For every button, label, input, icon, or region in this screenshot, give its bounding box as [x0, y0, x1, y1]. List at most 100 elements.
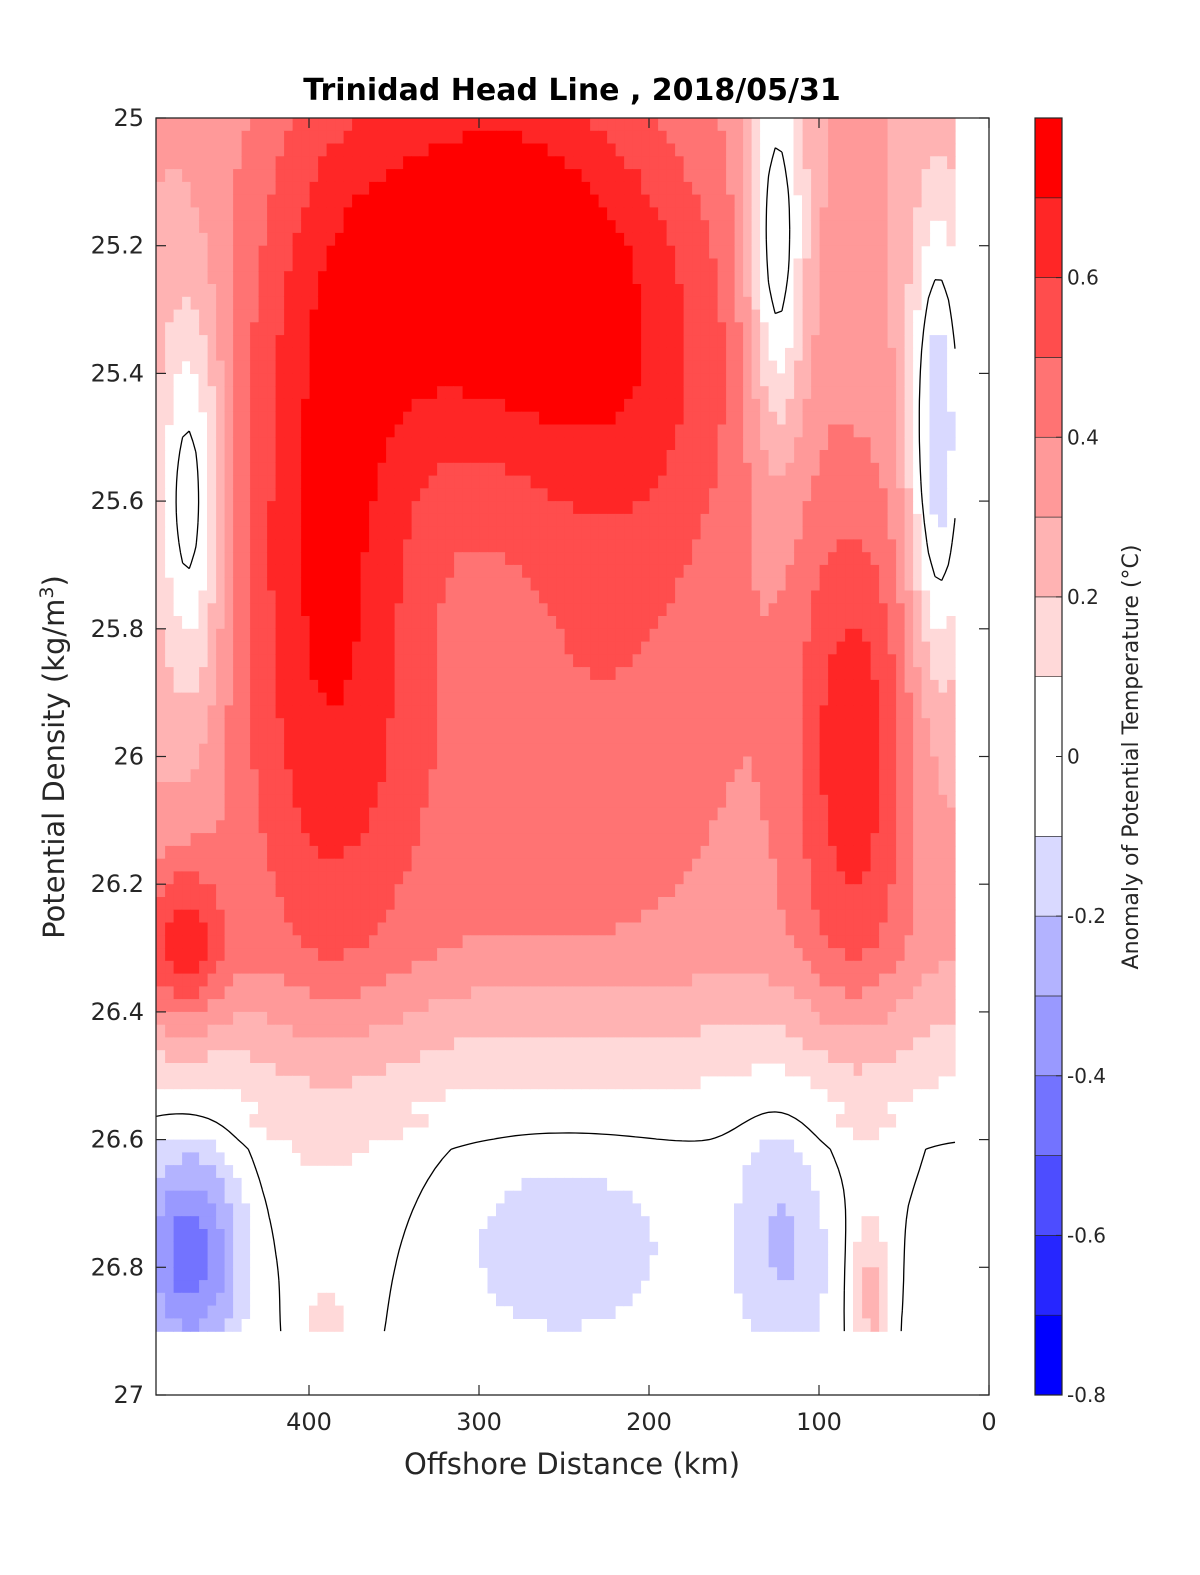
- contour-cell: [479, 143, 489, 157]
- contour-cell: [853, 603, 863, 617]
- contour-cell: [870, 807, 880, 821]
- contour-cell: [343, 782, 353, 796]
- contour-cell: [292, 322, 302, 336]
- contour-cell: [249, 207, 259, 221]
- contour-cell: [589, 590, 599, 604]
- contour-cell: [589, 539, 599, 553]
- contour-cell: [326, 564, 336, 579]
- contour-cell: [827, 386, 837, 400]
- contour-cell: [470, 424, 480, 438]
- contour-cell: [547, 245, 557, 260]
- contour-cell: [521, 169, 531, 183]
- contour-cell: [581, 539, 591, 553]
- contour-cell: [666, 564, 676, 579]
- contour-cell: [853, 513, 863, 528]
- contour-cell: [827, 373, 837, 387]
- contour-cell: [343, 232, 353, 247]
- contour-cell: [360, 386, 370, 400]
- contour-cell: [394, 603, 404, 617]
- contour-cell: [258, 232, 268, 247]
- contour-cell: [360, 245, 370, 260]
- contour-cell: [555, 731, 565, 745]
- contour-cell: [836, 207, 846, 221]
- contour-cell: [368, 616, 378, 630]
- contour-cell: [768, 539, 778, 553]
- contour-cell: [275, 424, 285, 438]
- contour-cell: [836, 807, 846, 821]
- contour-cell: [657, 271, 667, 285]
- contour-cell: [572, 564, 582, 579]
- contour-cell: [521, 603, 531, 617]
- contour-cell: [615, 539, 625, 553]
- contour-cell: [385, 564, 395, 579]
- contour-cell: [428, 616, 438, 630]
- contour-cell: [751, 450, 761, 464]
- contour-cell: [249, 398, 259, 413]
- contour-cell: [938, 679, 948, 694]
- contour-cell: [734, 564, 744, 579]
- contour-cell: [929, 424, 939, 438]
- contour-cell: [581, 782, 591, 796]
- contour-cell: [674, 118, 684, 132]
- contour-cell: [734, 258, 744, 272]
- contour-cell: [402, 616, 412, 630]
- contour-cell: [275, 398, 285, 413]
- contour-cell: [878, 577, 888, 592]
- contour-cell: [657, 488, 667, 502]
- contour-cell: [453, 807, 463, 821]
- contour-cell: [470, 118, 480, 132]
- contour-cell: [487, 347, 497, 362]
- contour-cell: [589, 667, 599, 681]
- contour-cell: [598, 539, 608, 553]
- contour-cell: [377, 296, 387, 311]
- contour-cell: [385, 130, 395, 145]
- contour-cell: [300, 679, 310, 694]
- contour-cell: [241, 181, 251, 196]
- contour-cell: [657, 667, 667, 681]
- contour-cell: [717, 731, 727, 745]
- contour-cell: [292, 526, 302, 540]
- contour-cell: [912, 207, 922, 221]
- contour-cell: [190, 335, 200, 349]
- contour-cell: [946, 794, 956, 809]
- contour-cell: [385, 118, 395, 132]
- contour-cell: [878, 156, 888, 170]
- contour-cell: [275, 526, 285, 540]
- contour-cell: [436, 539, 446, 553]
- contour-cell: [759, 628, 769, 643]
- contour-cell: [623, 743, 633, 758]
- contour-cell: [538, 654, 548, 668]
- contour-cell: [742, 488, 752, 502]
- contour-cell: [921, 169, 931, 183]
- contour-cell: [241, 386, 251, 400]
- contour-cell: [224, 564, 234, 579]
- contour-cell: [181, 271, 191, 285]
- contour-cell: [309, 475, 319, 489]
- contour-cell: [708, 692, 718, 706]
- contour-cell: [368, 450, 378, 464]
- contour-cell: [173, 284, 183, 298]
- contour-cell: [827, 692, 837, 706]
- contour-cell: [249, 807, 259, 821]
- contour-cell: [334, 322, 344, 336]
- contour-cell: [810, 450, 820, 464]
- contour-cell: [708, 169, 718, 183]
- contour-cell: [232, 794, 242, 809]
- contour-cell: [870, 513, 880, 528]
- contour-cell: [428, 526, 438, 540]
- contour-cell: [768, 450, 778, 464]
- contour-cell: [649, 130, 659, 145]
- contour-cell: [802, 552, 812, 566]
- contour-cell: [912, 692, 922, 706]
- contour-cell: [538, 207, 548, 221]
- contour-cell: [258, 309, 268, 323]
- contour-cell: [496, 577, 506, 592]
- contour-cell: [938, 628, 948, 643]
- contour-cell: [283, 207, 293, 221]
- contour-cell: [547, 590, 557, 604]
- contour-cell: [368, 398, 378, 413]
- contour-cell: [504, 181, 514, 196]
- contour-cell: [496, 667, 506, 681]
- contour-cell: [632, 564, 642, 579]
- contour-cell: [598, 424, 608, 438]
